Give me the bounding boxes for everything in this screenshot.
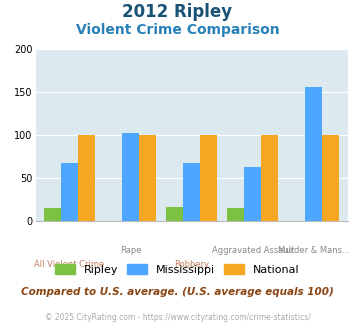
Text: Violent Crime Comparison: Violent Crime Comparison <box>76 23 279 37</box>
Bar <box>200 135 217 221</box>
Text: Aggravated Assault: Aggravated Assault <box>212 246 294 255</box>
Text: Robbery: Robbery <box>174 260 209 269</box>
Bar <box>244 167 261 221</box>
Bar <box>61 163 78 221</box>
Bar <box>322 135 339 221</box>
Text: © 2025 CityRating.com - https://www.cityrating.com/crime-statistics/: © 2025 CityRating.com - https://www.city… <box>45 314 310 322</box>
Bar <box>227 208 244 221</box>
Bar <box>183 163 200 221</box>
Legend: Ripley, Mississippi, National: Ripley, Mississippi, National <box>51 260 304 279</box>
Bar <box>139 135 156 221</box>
Text: Murder & Mans...: Murder & Mans... <box>278 246 350 255</box>
Bar <box>261 135 278 221</box>
Bar <box>78 135 95 221</box>
Bar <box>122 133 139 221</box>
Text: Rape: Rape <box>120 246 141 255</box>
Bar <box>44 208 61 221</box>
Bar <box>166 207 183 221</box>
Text: Compared to U.S. average. (U.S. average equals 100): Compared to U.S. average. (U.S. average … <box>21 287 334 297</box>
Text: All Violent Crime: All Violent Crime <box>34 260 105 269</box>
Bar <box>305 87 322 221</box>
Text: 2012 Ripley: 2012 Ripley <box>122 3 233 21</box>
